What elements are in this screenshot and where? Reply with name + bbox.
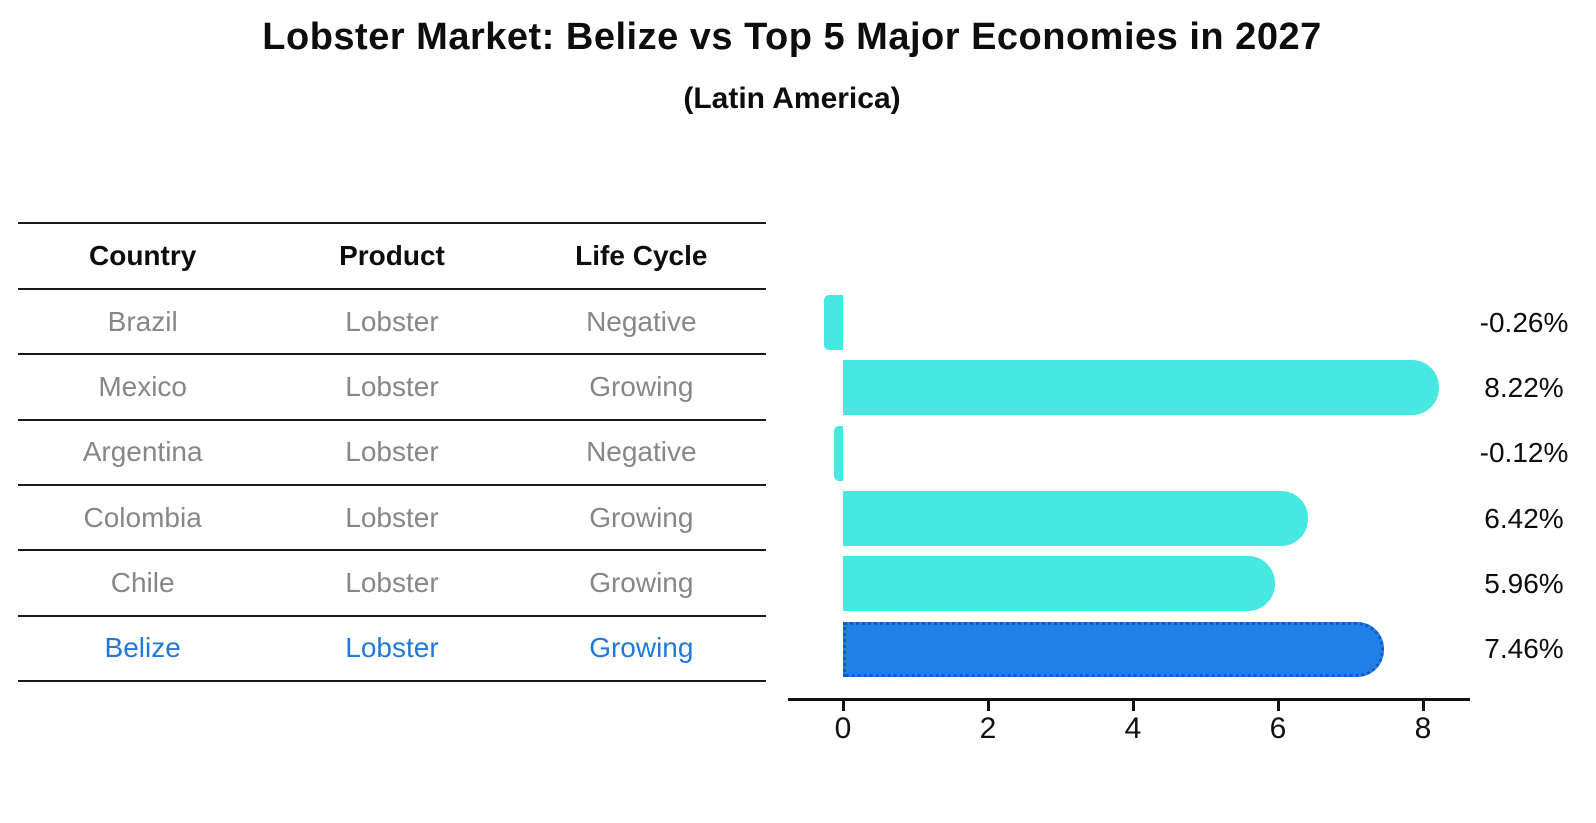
x-axis-tick-label-6: 6	[1269, 712, 1287, 745]
cell-country: Brazil	[107, 305, 178, 337]
chart-subtitle: (Latin America)	[683, 82, 901, 115]
cell-life-cycle: Growing	[589, 370, 694, 402]
cell-country: Argentina	[82, 436, 203, 468]
table-header-row: Country Product Life Cycle	[18, 222, 766, 290]
value-label-brazil: -0.26%	[1479, 306, 1569, 338]
cell-product: Lobster	[345, 566, 439, 598]
x-axis-tick-0	[841, 701, 845, 711]
country-table: Country Product Life Cycle Brazil Lobste…	[18, 222, 766, 682]
bar-brazil	[824, 295, 843, 351]
column-header-life-cycle: Life Cycle	[575, 240, 708, 271]
x-axis-tick-label-2: 2	[979, 712, 997, 745]
cell-life-cycle: Growing	[589, 632, 694, 664]
x-axis-tick-2	[986, 701, 990, 711]
value-label-mexico: 8.22%	[1484, 371, 1564, 403]
bar-mexico	[843, 360, 1439, 416]
cell-country: Mexico	[98, 370, 188, 402]
x-axis-tick-6	[1276, 701, 1280, 711]
x-axis-line	[788, 698, 1470, 701]
cell-product: Lobster	[345, 436, 439, 468]
value-label-belize: 7.46%	[1484, 633, 1564, 665]
column-header-product: Product	[339, 240, 445, 271]
cell-product: Lobster	[345, 632, 439, 664]
x-axis-tick-label-4: 4	[1124, 712, 1142, 745]
table-row-argentina: Argentina Lobster Negative	[18, 421, 766, 486]
table-row-mexico: Mexico Lobster Growing	[18, 355, 766, 421]
chart-title: Lobster Market: Belize vs Top 5 Major Ec…	[262, 16, 1322, 58]
x-axis-tick-4	[1131, 701, 1135, 711]
bar-colombia	[843, 491, 1309, 547]
cell-product: Lobster	[345, 305, 439, 337]
column-header-country: Country	[89, 240, 197, 271]
bar-belize-highlighted	[843, 621, 1384, 677]
x-axis-tick-8	[1421, 701, 1425, 711]
table-row-belize: Belize Lobster Growing	[18, 617, 766, 682]
table-row-brazil: Brazil Lobster Negative	[18, 290, 766, 356]
value-label-chile: 5.96%	[1484, 567, 1564, 599]
x-axis-tick-label-0: 0	[834, 712, 852, 745]
cell-country: Belize	[104, 632, 181, 664]
value-label-colombia: 6.42%	[1484, 502, 1564, 534]
bar-argentina	[834, 425, 843, 481]
cell-life-cycle: Negative	[586, 436, 697, 468]
cell-life-cycle: Negative	[586, 305, 697, 337]
cell-product: Lobster	[345, 370, 439, 402]
x-axis-tick-label-8: 8	[1414, 712, 1432, 745]
value-label-argentina: -0.12%	[1479, 437, 1569, 469]
cell-country: Colombia	[83, 501, 202, 533]
cell-life-cycle: Growing	[589, 566, 694, 598]
bar-chile	[843, 556, 1276, 612]
cell-product: Lobster	[345, 501, 439, 533]
table-row-colombia: Colombia Lobster Growing	[18, 486, 766, 552]
table-row-chile: Chile Lobster Growing	[18, 551, 766, 617]
cell-country: Chile	[110, 566, 175, 598]
cell-life-cycle: Growing	[589, 501, 694, 533]
